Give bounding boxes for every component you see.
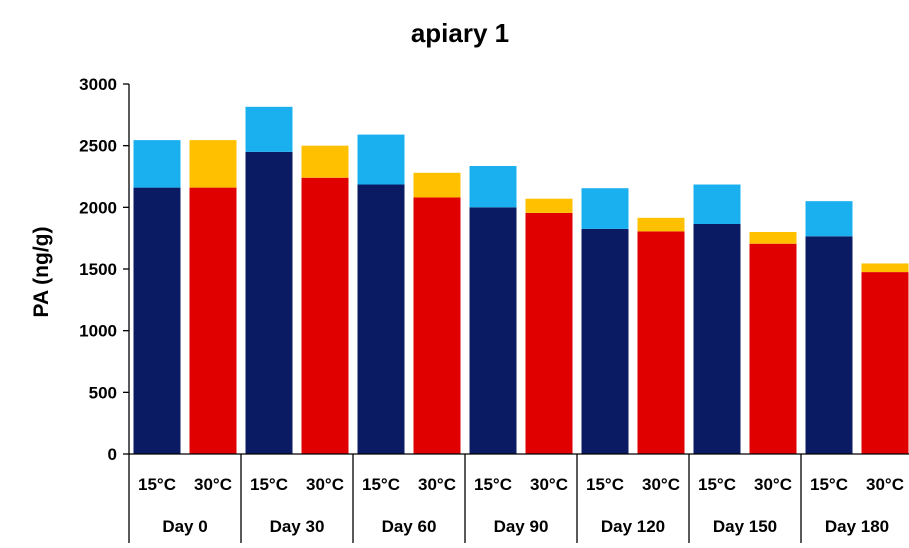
x-subcategory-label: 30°C xyxy=(418,475,456,494)
x-group-label: Day 0 xyxy=(162,517,207,536)
bar-top-day-0-30c xyxy=(189,140,237,188)
chart-title: apiary 1 xyxy=(411,18,509,48)
bar-base-day-150-30c xyxy=(749,243,797,454)
bar-top-day-90-30c xyxy=(525,198,573,213)
x-subcategory-label: 30°C xyxy=(642,475,680,494)
bar-base-day-180-30c xyxy=(861,272,909,454)
bar-top-day-120-30c xyxy=(637,217,685,232)
labels-layer: 0 500 1000 1500 2000 2500 3000 15°C 30°C Day 0 15°… xyxy=(79,75,904,536)
bar-top-day-60-30c xyxy=(413,172,461,198)
bar-top-day-150-30c xyxy=(749,232,797,244)
x-subcategory-label: 15°C xyxy=(250,475,288,494)
x-subcategory-label: 15°C xyxy=(586,475,624,494)
x-group-label: Day 30 xyxy=(270,517,325,536)
y-tick-label: 1000 xyxy=(79,322,117,341)
bar-top-day-0-15c xyxy=(133,140,181,188)
x-subcategory-label: 30°C xyxy=(530,475,568,494)
axes-layer xyxy=(123,83,909,543)
x-subcategory-label: 15°C xyxy=(474,475,512,494)
x-group-label: Day 180 xyxy=(825,517,889,536)
bar-base-day-180-15c xyxy=(805,236,853,454)
bar-base-day-60-15c xyxy=(357,184,405,454)
x-subcategory-label: 15°C xyxy=(138,475,176,494)
bar-base-day-0-15c xyxy=(133,187,181,454)
bars-layer xyxy=(133,106,909,455)
bar-base-day-120-15c xyxy=(581,228,629,454)
y-axis-label: PA (ng/g) xyxy=(30,227,53,318)
x-subcategory-label: 30°C xyxy=(306,475,344,494)
bar-base-day-90-30c xyxy=(525,212,573,454)
bar-top-day-30-15c xyxy=(245,106,293,152)
x-subcategory-label: 15°C xyxy=(362,475,400,494)
bar-top-day-30-30c xyxy=(301,145,349,178)
bar-base-day-30-30c xyxy=(301,177,349,454)
x-subcategory-label: 15°C xyxy=(810,475,848,494)
x-subcategory-label: 15°C xyxy=(698,475,736,494)
x-group-label: Day 60 xyxy=(382,517,437,536)
bar-base-day-0-30c xyxy=(189,187,237,454)
bar-top-day-180-30c xyxy=(861,263,909,273)
bar-top-day-90-15c xyxy=(469,166,517,208)
y-tick-label: 1500 xyxy=(79,260,117,279)
bar-top-day-120-15c xyxy=(581,188,629,229)
bar-top-day-150-15c xyxy=(693,184,741,224)
bar-top-day-60-15c xyxy=(357,134,405,185)
y-tick-label: 500 xyxy=(89,383,117,402)
x-subcategory-label: 30°C xyxy=(754,475,792,494)
x-subcategory-label: 30°C xyxy=(866,475,904,494)
bar-base-day-60-30c xyxy=(413,197,461,454)
y-tick-label: 3000 xyxy=(79,75,117,94)
bar-base-day-90-15c xyxy=(469,207,517,454)
bar-base-day-30-15c xyxy=(245,151,293,455)
x-group-label: Day 150 xyxy=(713,517,777,536)
bar-base-day-150-15c xyxy=(693,223,741,454)
x-group-label: Day 120 xyxy=(601,517,665,536)
y-tick-label: 0 xyxy=(108,445,117,464)
x-group-label: Day 90 xyxy=(494,517,549,536)
x-subcategory-label: 30°C xyxy=(194,475,232,494)
bar-base-day-120-30c xyxy=(637,231,685,454)
y-tick-label: 2000 xyxy=(79,198,117,217)
bar-top-day-180-15c xyxy=(805,201,853,237)
y-tick-label: 2500 xyxy=(79,137,117,156)
